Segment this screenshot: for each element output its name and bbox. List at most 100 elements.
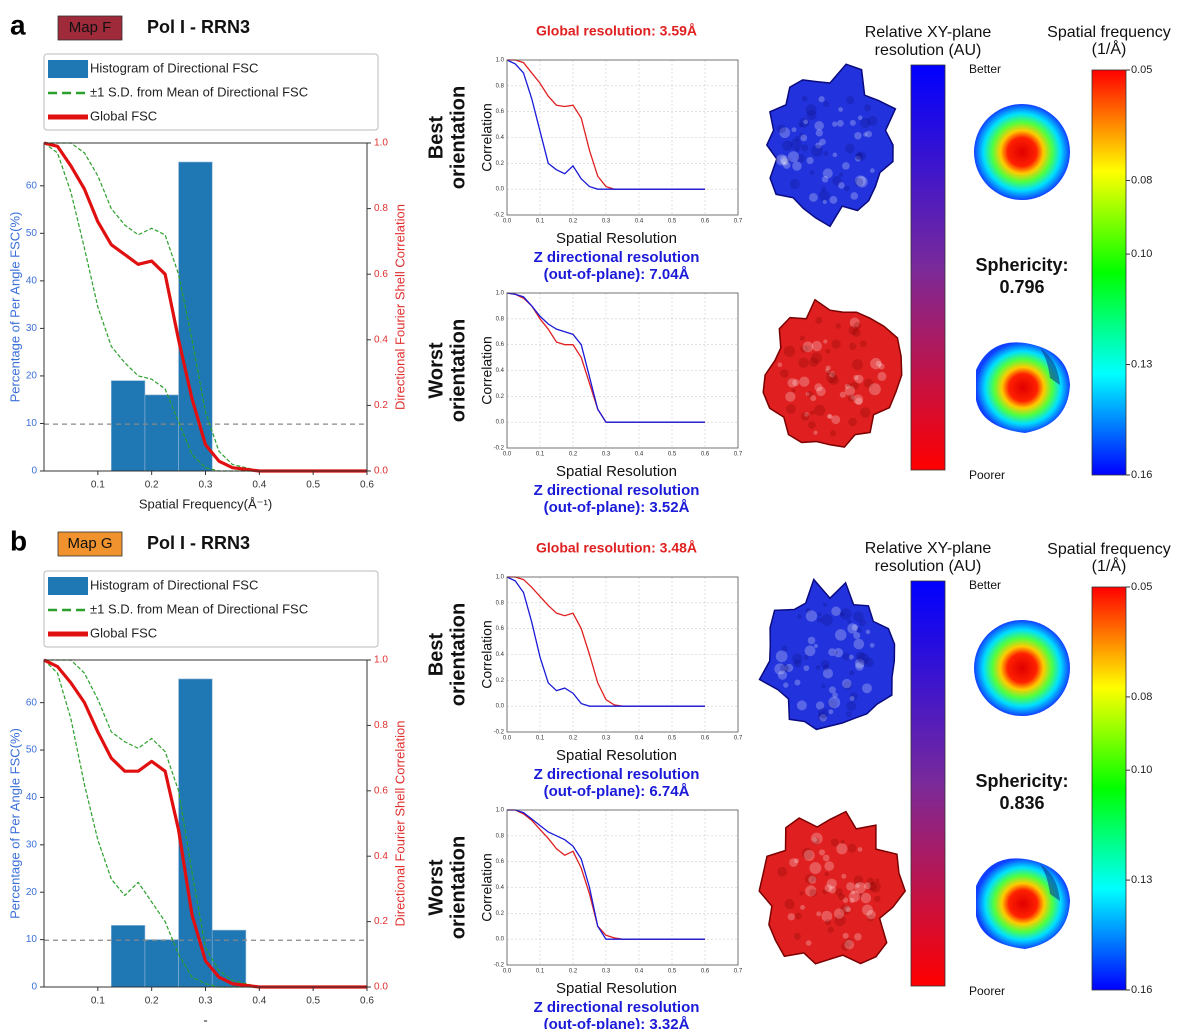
density-texture [845, 144, 855, 154]
legend-label: Global FSC [90, 625, 157, 640]
xy-resolution-bar [911, 581, 945, 986]
density-texture [797, 700, 807, 710]
density-texture [850, 696, 855, 701]
density-texture [800, 135, 807, 142]
row-label: orientation [447, 319, 469, 422]
density-texture [794, 933, 801, 940]
density-texture [853, 632, 860, 639]
density-texture [810, 411, 815, 416]
poorer-label: Poorer [969, 468, 1005, 482]
x-tick-label: 0.7 [734, 219, 743, 225]
density-texture [842, 162, 850, 170]
density-texture [850, 120, 856, 126]
x-tick-label: 0.0 [503, 736, 512, 742]
y-tick-label: 1.0 [496, 808, 505, 814]
x-tick-label: 0.6 [701, 969, 710, 975]
colorbar-tick-label: 0.05 [1131, 64, 1152, 76]
density-texture [819, 190, 830, 201]
legend-label: ±1 S.D. from Mean of Directional FSC [90, 84, 308, 99]
y-tick-label: 60 [26, 697, 38, 708]
density-texture [843, 933, 849, 939]
density-texture [866, 630, 871, 635]
y-tick-label: 0.2 [496, 911, 505, 917]
y-tick-label: 1.0 [496, 58, 505, 64]
y-tick-label: 30 [26, 323, 38, 334]
y-tick-label: 0.8 [496, 83, 505, 89]
density-texture [790, 179, 800, 189]
y-tick-label: 0.4 [496, 135, 505, 141]
caption: (out-of-plane): 3.32Å [544, 1016, 690, 1029]
x-axis-label: Spatial Resolution [556, 230, 677, 247]
colorbar-title: (1/Å) [1092, 556, 1127, 575]
density-texture [849, 670, 854, 675]
map-label: Map G [67, 535, 112, 552]
y-axis-label: Percentage of Per Angle FSC(%) [7, 212, 22, 403]
density-texture [785, 392, 795, 402]
density-texture [784, 346, 795, 357]
density-texture [837, 120, 844, 127]
y-tick-label: 10 [26, 418, 38, 429]
y2-tick-label: 1.0 [374, 138, 388, 149]
x-tick-label: 0.1 [536, 736, 545, 742]
density-texture [846, 882, 855, 891]
density-texture [830, 196, 838, 204]
x-tick-label: 0.6 [701, 736, 710, 742]
legend-label: Histogram of Directional FSC [90, 60, 258, 75]
density-texture [823, 603, 827, 607]
xy-bar-title: resolution (AU) [875, 558, 982, 575]
density-texture [825, 349, 830, 354]
density-texture [816, 665, 821, 670]
xy-bar-title: Relative XY-plane [865, 24, 992, 41]
density-texture [816, 911, 821, 916]
density-texture [842, 653, 850, 661]
x-tick-label: 0.3 [199, 480, 213, 491]
y-tick-label: 0.6 [496, 342, 505, 348]
density-texture [795, 913, 802, 920]
y2-tick-label: 0.4 [374, 334, 388, 345]
row-label: Best [425, 115, 447, 159]
density-texture [819, 849, 825, 855]
density-texture [870, 168, 875, 173]
y-tick-label: 0.0 [496, 704, 505, 710]
colorbar-title: Spatial frequency [1047, 24, 1171, 41]
x-tick-label: 0.2 [569, 736, 578, 742]
density-texture [777, 124, 786, 133]
density-texture [854, 639, 865, 650]
histogram-bar [111, 381, 145, 471]
colorbar-tick-label: 0.16 [1131, 984, 1152, 996]
y-tick-label: 10 [26, 934, 38, 945]
y-tick-label: 20 [26, 371, 38, 382]
density-texture [829, 886, 836, 893]
density-texture [792, 161, 801, 170]
resolution-sphere-worst [976, 342, 1070, 433]
density-texture [854, 132, 862, 140]
y2-tick-label: 0.0 [374, 466, 388, 477]
density-texture [860, 118, 870, 128]
density-texture [828, 709, 833, 714]
density-texture [860, 407, 870, 417]
sphericity-value: 0.836 [999, 793, 1044, 813]
y-axis-label: Correlation [479, 336, 495, 404]
density-texture [840, 392, 846, 398]
density-texture [835, 629, 847, 641]
density-texture [830, 430, 836, 436]
density-texture [865, 131, 872, 138]
density-texture [807, 157, 814, 164]
density-texture [828, 414, 833, 419]
density-texture [860, 340, 867, 347]
density-texture [794, 660, 802, 668]
density-texture [847, 623, 857, 633]
density-texture [791, 127, 796, 132]
density-texture [816, 387, 825, 396]
x-tick-label: 0.6 [701, 452, 710, 458]
y-tick-label: 40 [26, 275, 38, 286]
density-texture [853, 375, 858, 380]
density-texture [831, 372, 836, 377]
density-texture [848, 844, 857, 853]
y-tick-label: 40 [26, 792, 38, 803]
density-texture [787, 378, 796, 387]
density-texture [874, 896, 880, 902]
density-texture [824, 151, 828, 155]
histogram-bar [145, 395, 179, 471]
density-texture [776, 650, 788, 662]
